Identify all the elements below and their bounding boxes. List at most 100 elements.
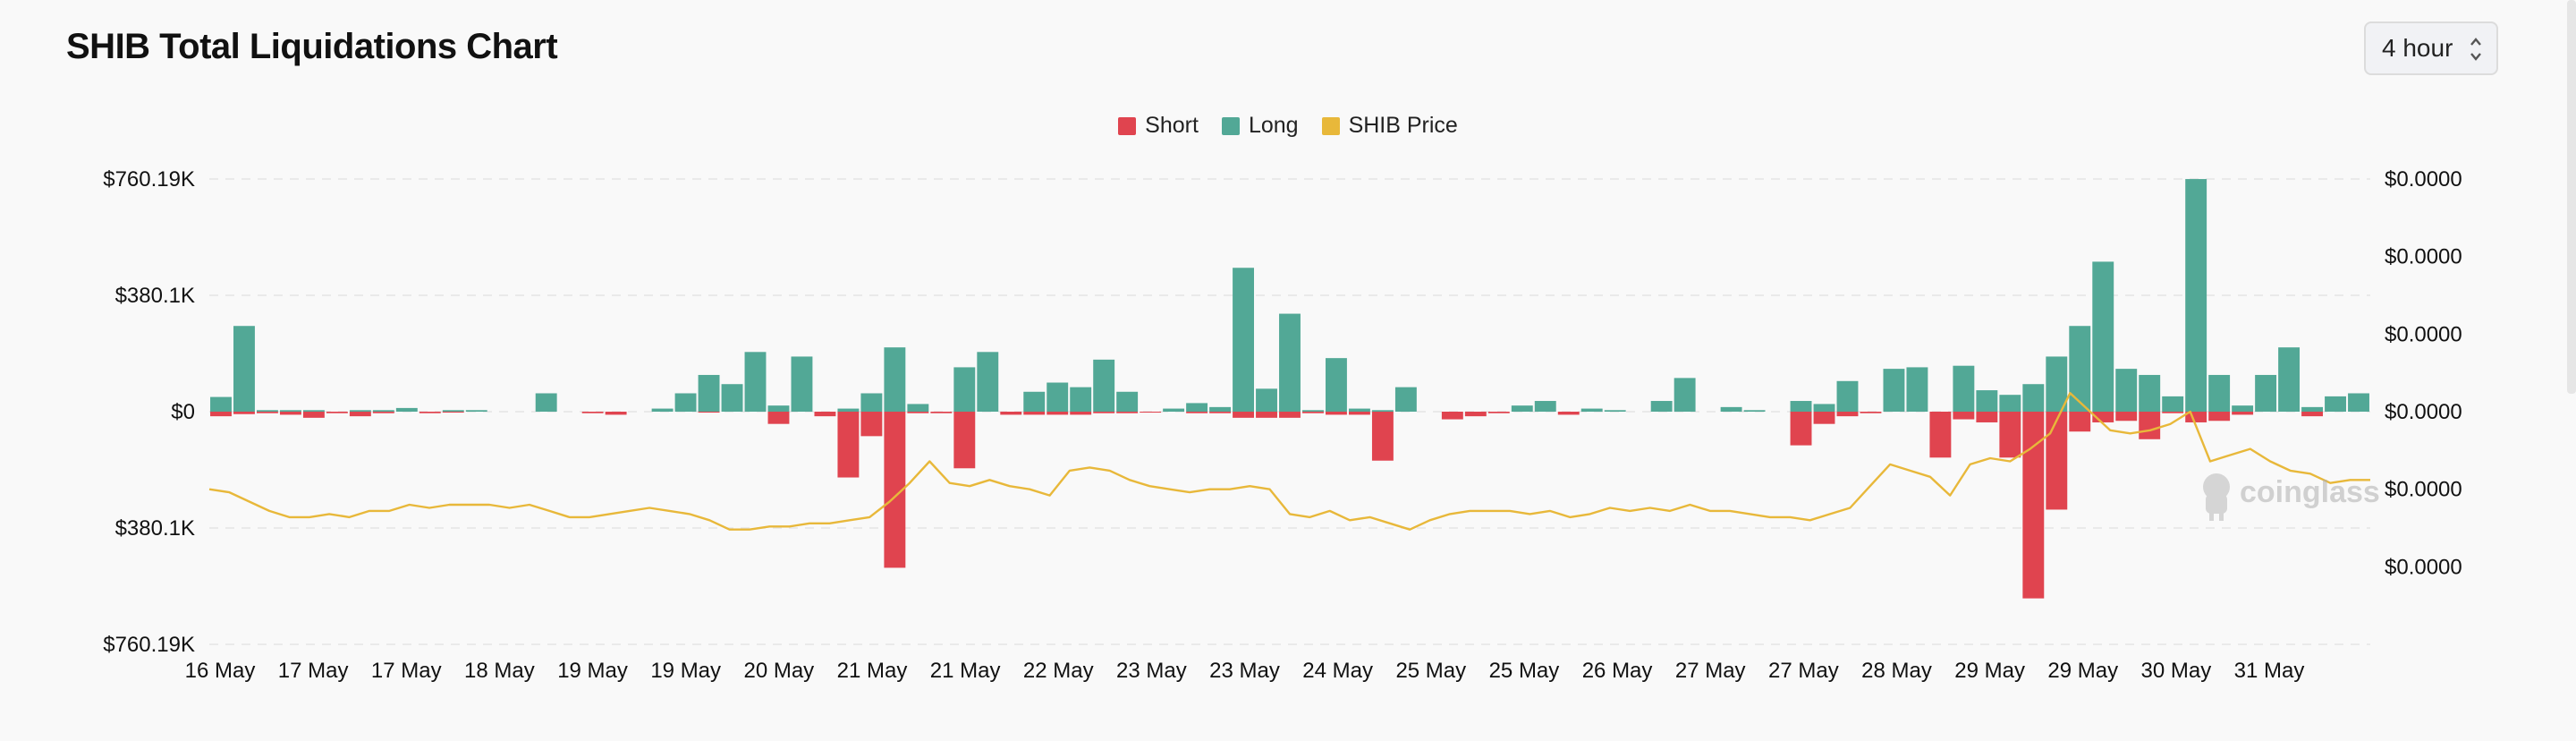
bar-short xyxy=(1441,412,1463,420)
y-tick-label: $760.19K xyxy=(103,633,195,657)
bar-short xyxy=(930,412,953,413)
bar-short xyxy=(698,412,720,413)
y-tick-label: $760.19K xyxy=(103,167,195,192)
bar-long xyxy=(1209,406,1232,412)
bar-short xyxy=(2232,412,2254,415)
bar-short xyxy=(326,412,348,413)
bar-short xyxy=(2208,412,2231,422)
bar-long xyxy=(2208,374,2231,412)
bar-short xyxy=(279,412,301,415)
x-tick-label: 28 May xyxy=(1861,659,1932,683)
bar-short xyxy=(2069,412,2091,432)
bar-short xyxy=(1464,412,1487,417)
x-axis: 16 May 17 May 17 May 18 May 19 May 19 May 20 M… xyxy=(185,659,2305,683)
bar-long xyxy=(302,410,325,412)
y2-tick-label: $0.0000 xyxy=(2385,555,2462,579)
bar-long xyxy=(1999,395,2021,412)
bar-long xyxy=(1326,358,1347,412)
x-tick-label: 20 May xyxy=(743,659,814,683)
bar-long xyxy=(953,367,976,412)
x-tick-label: 25 May xyxy=(1489,659,1560,683)
bar-short xyxy=(907,412,929,413)
bar-short xyxy=(1302,412,1324,413)
bar-long xyxy=(1233,268,1254,412)
watermark: coinglass xyxy=(2203,473,2380,521)
bar-short xyxy=(1186,412,1208,413)
bar-long xyxy=(744,352,767,412)
bar-long xyxy=(1720,406,1742,412)
bar-short xyxy=(1233,412,1254,418)
bar-long xyxy=(349,410,371,412)
x-tick-label: 23 May xyxy=(1116,659,1187,683)
bar-long xyxy=(1790,401,1812,412)
bar-long xyxy=(2232,405,2254,412)
interval-select[interactable]: 4 hour xyxy=(2364,21,2498,75)
bar-short xyxy=(1487,412,1510,413)
bar-short xyxy=(1116,412,1139,413)
bar-long xyxy=(698,374,720,412)
bar-long xyxy=(1674,378,1696,412)
bar-long xyxy=(1116,391,1139,412)
x-tick-label: 27 May xyxy=(1768,659,1839,683)
bar-long xyxy=(1534,401,1556,412)
page-scrollbar[interactable] xyxy=(2567,0,2576,394)
y2-tick-label: $0.0000 xyxy=(2385,322,2462,346)
bar-long xyxy=(721,384,743,412)
x-tick-label: 27 May xyxy=(1675,659,1746,683)
bar-long xyxy=(2301,406,2324,412)
bar-long xyxy=(791,356,813,412)
coinglass-logo-icon xyxy=(2203,473,2230,521)
bar-long xyxy=(1511,405,1533,412)
bar-long xyxy=(1163,408,1185,412)
bar-short xyxy=(2162,412,2184,413)
bar-long xyxy=(1371,410,1394,412)
y2-tick-label: $0.0000 xyxy=(2385,167,2462,192)
bar-long xyxy=(1186,403,1208,412)
page-title: SHIB Total Liquidations Chart xyxy=(66,27,558,66)
bar-long xyxy=(233,326,255,412)
bar-short xyxy=(2022,412,2045,599)
x-tick-label: 26 May xyxy=(1582,659,1653,683)
bar-short xyxy=(1093,412,1115,413)
bar-short xyxy=(1836,412,1859,417)
bar-short xyxy=(2092,412,2114,422)
bar-short xyxy=(1976,412,1998,422)
bar-short xyxy=(1813,412,1835,424)
bar-short xyxy=(1371,412,1394,461)
bar-short xyxy=(605,412,627,415)
bar-short xyxy=(767,412,790,424)
x-tick-label: 16 May xyxy=(185,659,256,683)
bar-long xyxy=(1883,369,1905,412)
x-tick-label: 22 May xyxy=(1023,659,1094,683)
bar-long xyxy=(372,410,394,412)
bar-short xyxy=(1070,412,1092,415)
bar-long xyxy=(2162,396,2184,412)
legend-item-short[interactable]: Short xyxy=(1118,113,1199,139)
bar-long xyxy=(1650,401,1673,412)
bar-short xyxy=(884,412,906,568)
legend-swatch-price xyxy=(1321,116,1340,135)
legend-label-price: SHIB Price xyxy=(1348,113,1458,138)
bar-long xyxy=(535,393,557,412)
bar-long xyxy=(2092,261,2114,412)
legend-item-long[interactable]: Long xyxy=(1221,113,1299,139)
x-tick-label: 24 May xyxy=(1302,659,1373,683)
bar-long xyxy=(2139,374,2161,412)
bar-long xyxy=(1302,410,1324,412)
bar-short xyxy=(1140,412,1162,413)
bar-short xyxy=(1209,412,1232,413)
x-tick-label: 17 May xyxy=(278,659,349,683)
bar-long xyxy=(1580,408,1603,412)
y2-tick-label: $0.0000 xyxy=(2385,478,2462,502)
bar-long xyxy=(1046,382,1069,412)
bar-long xyxy=(1348,408,1370,412)
bar-short xyxy=(1557,412,1580,415)
interval-select-value: 4 hour xyxy=(2382,34,2453,62)
bar-long xyxy=(2185,179,2207,412)
x-tick-label: 17 May xyxy=(371,659,442,683)
bar-long xyxy=(1070,387,1092,412)
bar-long xyxy=(860,393,883,412)
x-tick-label: 21 May xyxy=(837,659,908,683)
legend-item-price[interactable]: SHIB Price xyxy=(1321,113,1458,139)
